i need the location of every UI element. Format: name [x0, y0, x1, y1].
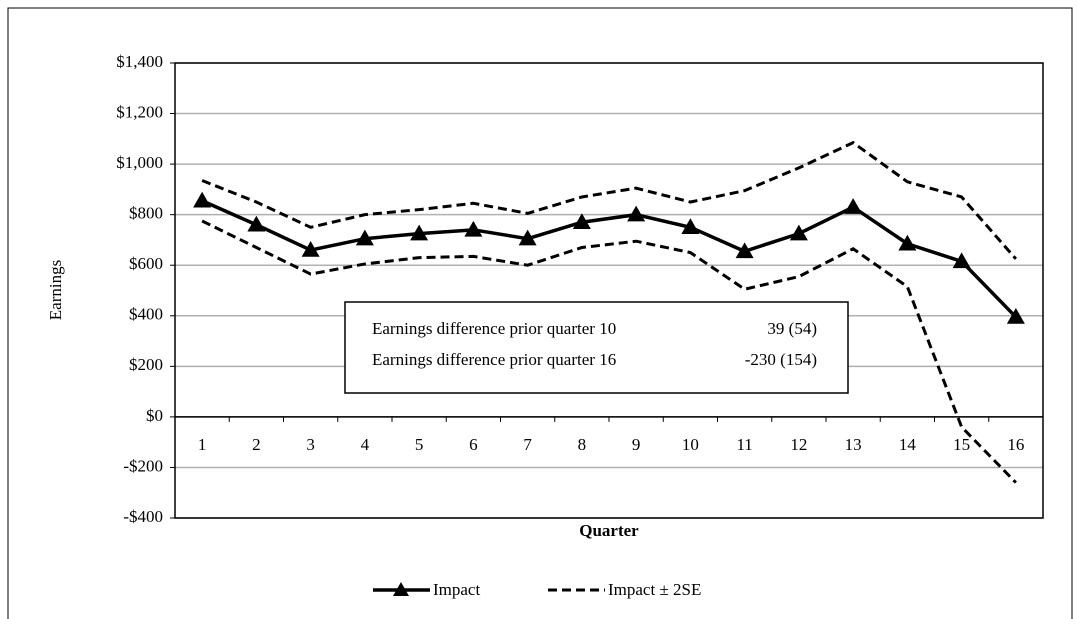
- point: [898, 234, 917, 251]
- annotation-value: 39 (54): [767, 319, 817, 338]
- y-tick-label: -$200: [123, 456, 163, 475]
- y-tick-label: -$400: [123, 507, 163, 526]
- x-tick-label: 7: [523, 435, 532, 454]
- point: [464, 220, 483, 237]
- y-tick-label: $1,400: [116, 52, 163, 71]
- annotation-label: Earnings difference prior quarter 16: [372, 350, 616, 369]
- point: [1006, 308, 1025, 324]
- point: [301, 241, 320, 257]
- point: [952, 252, 971, 269]
- legend-marker: [393, 582, 409, 596]
- x-tick-label: 6: [469, 435, 478, 454]
- point: [789, 224, 808, 241]
- y-tick-label: $0: [146, 406, 163, 425]
- x-tick-label: 4: [361, 435, 370, 454]
- annotation-value: -230 (154): [745, 350, 817, 369]
- point: [627, 205, 646, 222]
- x-tick-label: 10: [682, 435, 699, 454]
- point: [572, 213, 591, 229]
- x-tick-label: 8: [578, 435, 587, 454]
- x-tick-label: 12: [790, 435, 807, 454]
- series-line: [201, 199, 1018, 319]
- x-tick-label: 14: [899, 435, 917, 454]
- annotation-label: Earnings difference prior quarter 10: [372, 319, 616, 338]
- point: [193, 191, 212, 208]
- x-tick-label: 11: [736, 435, 752, 454]
- y-tick-label: $800: [129, 204, 163, 223]
- point: [518, 229, 537, 246]
- point: [247, 215, 266, 232]
- y-axis-label: Earnings: [46, 260, 65, 320]
- x-tick-label: 2: [252, 435, 261, 454]
- x-axis-label: Quarter: [579, 521, 639, 540]
- x-tick-label: 1: [198, 435, 207, 454]
- y-tick-label: $600: [129, 254, 163, 273]
- x-tick-label: 9: [632, 435, 641, 454]
- y-tick-label: $400: [129, 305, 163, 324]
- series-line: [201, 219, 1017, 484]
- legend-label: Impact: [433, 580, 480, 599]
- chart-frame: [7, 7, 1073, 619]
- x-tick-label: 16: [1007, 435, 1024, 454]
- plot-frame: [174, 62, 1044, 519]
- annotation-box: [344, 301, 849, 394]
- x-tick-label: 15: [953, 435, 970, 454]
- point: [844, 198, 863, 214]
- x-tick-label: 5: [415, 435, 424, 454]
- point: [681, 218, 700, 235]
- x-tick-label: 13: [845, 435, 862, 454]
- point: [410, 224, 429, 241]
- point: [355, 229, 374, 246]
- legend-label: Impact ± 2SE: [608, 580, 701, 599]
- point: [735, 242, 754, 259]
- y-tick-label: $1,200: [116, 102, 163, 121]
- y-tick-label: $200: [129, 355, 163, 374]
- y-tick-label: $1,000: [116, 153, 163, 172]
- series-line: [201, 140, 1018, 260]
- x-tick-label: 3: [306, 435, 315, 454]
